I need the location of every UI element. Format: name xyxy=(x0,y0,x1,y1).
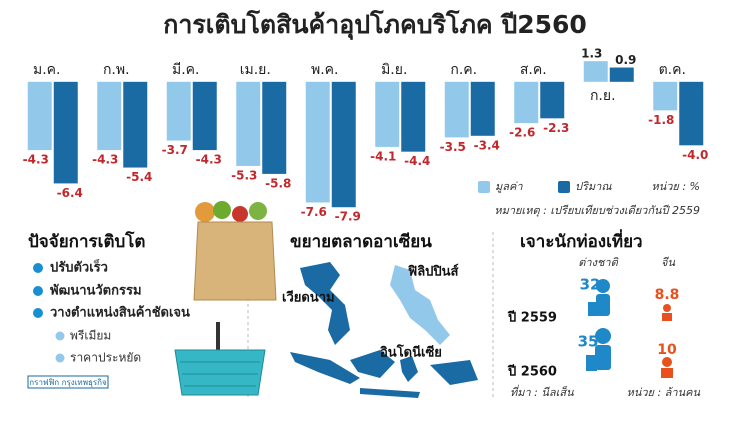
bar xyxy=(97,81,122,151)
x-tick-label: ก.ย. xyxy=(590,88,616,104)
bar xyxy=(583,61,608,82)
factor-item: วางตำแหน่งสินค้าชัดเจน xyxy=(50,305,190,321)
legend-label: ปริมาณ xyxy=(575,180,612,193)
factor-subitem: ราคาประหยัด xyxy=(70,351,141,365)
country-label: ฟิลิปปินส์ xyxy=(408,264,459,280)
bar xyxy=(679,81,704,146)
credit: กราฟฟิก กรุงเทพธุรกิจ xyxy=(29,378,107,387)
bar xyxy=(53,81,78,184)
bullet xyxy=(55,331,65,341)
x-tick-label: เม.ย. xyxy=(240,62,271,78)
x-tick-label: มิ.ย. xyxy=(381,62,407,78)
section-title: ขยายตลาดอาเซียน xyxy=(290,231,432,252)
bar xyxy=(609,67,634,82)
x-tick-label: ส.ค. xyxy=(520,62,547,78)
section-title: เจาะนักท่องเที่ยว xyxy=(520,229,643,252)
value-label: -4.3 xyxy=(23,153,49,167)
bar xyxy=(401,81,426,152)
bullet xyxy=(33,286,43,296)
note: หมายเหตุ : เปรียบเทียบช่วงเดียวกันปี 255… xyxy=(494,204,700,217)
bar xyxy=(653,81,678,111)
x-tick-label: ต.ค. xyxy=(659,62,686,78)
tourist-value: 32 xyxy=(580,276,601,294)
legend-swatch xyxy=(478,181,490,193)
country-label: อินโดนีเซีย xyxy=(380,344,442,361)
bar xyxy=(540,81,565,119)
bullet xyxy=(55,353,65,363)
value-label: -5.8 xyxy=(265,176,291,190)
chart-title: การเติบโตสินค้าอุปโภคบริโภค ปี2560 xyxy=(163,9,587,41)
value-label: -4.3 xyxy=(196,153,222,167)
bar xyxy=(514,81,539,124)
value-label: -5.3 xyxy=(231,168,257,182)
bar xyxy=(305,81,330,203)
value-label: -4.3 xyxy=(92,153,118,167)
bar xyxy=(166,81,191,141)
value-label: -3.4 xyxy=(474,138,500,152)
bar xyxy=(331,81,356,208)
tourist-icon xyxy=(586,279,673,378)
bar xyxy=(470,81,495,136)
column-header: ต่างชาติ xyxy=(578,256,618,269)
factor-item: พัฒนานวัตกรรม xyxy=(50,284,142,299)
bar xyxy=(375,81,400,147)
x-tick-label: ก.พ. xyxy=(103,62,130,78)
x-tick-label: ก.ค. xyxy=(450,62,477,78)
tourist-value: 35 xyxy=(578,333,599,351)
bullet xyxy=(33,308,43,318)
value-label: 1.3 xyxy=(581,47,602,61)
tourist-value: 8.8 xyxy=(655,287,680,303)
country-label: เวียดนาม xyxy=(282,290,335,306)
value-label: -1.8 xyxy=(648,113,674,127)
source: ที่มา : นีลเส็น xyxy=(510,384,574,399)
x-tick-label: มี.ค. xyxy=(172,62,200,78)
x-tick-label: ม.ค. xyxy=(33,62,61,78)
factor-item: ปรับตัวเร็ว xyxy=(50,258,108,276)
value-label: -4.4 xyxy=(404,154,430,168)
value-label: -4.1 xyxy=(370,149,396,163)
x-tick-label: พ.ค. xyxy=(311,62,339,78)
credit-box xyxy=(27,375,109,389)
legend-swatch xyxy=(558,181,570,193)
unit: หน่วย : ล้านคน xyxy=(627,386,701,399)
value-label: -3.7 xyxy=(162,143,188,157)
column-header: จีน xyxy=(661,256,675,269)
bar xyxy=(123,81,148,168)
value-label: -7.9 xyxy=(335,210,361,224)
bar xyxy=(27,81,52,151)
tourist-value: 10 xyxy=(657,342,677,358)
row-year: ปี 2559 xyxy=(507,310,557,326)
value-label: -2.3 xyxy=(543,121,569,135)
bar xyxy=(192,81,217,151)
value-label: -5.4 xyxy=(126,170,152,184)
section-title: ปัจจัยการเติบโต xyxy=(28,231,145,252)
bar xyxy=(444,81,469,138)
value-label: -3.5 xyxy=(440,140,466,154)
basket-icon xyxy=(174,322,266,396)
value-label: -6.4 xyxy=(57,186,83,200)
bullet xyxy=(33,263,43,273)
value-label: -4.0 xyxy=(682,148,708,162)
value-label: 0.9 xyxy=(615,53,636,67)
value-label: -7.6 xyxy=(301,205,327,219)
factor-subitem: พรีเมียม xyxy=(70,329,111,343)
legend-label: มูลค่า xyxy=(495,180,523,193)
bar xyxy=(262,81,287,174)
bag-icon xyxy=(193,201,277,301)
value-label: -2.6 xyxy=(509,126,535,140)
unit: หน่วย : % xyxy=(651,180,700,193)
bar xyxy=(236,81,261,166)
map xyxy=(290,262,478,398)
row-year: ปี 2560 xyxy=(507,364,557,380)
